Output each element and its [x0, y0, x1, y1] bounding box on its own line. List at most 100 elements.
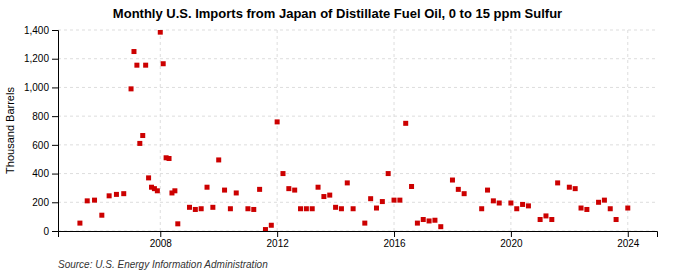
point: [333, 205, 338, 210]
point: [292, 188, 297, 193]
point: [614, 217, 619, 222]
point: [345, 180, 350, 185]
x-axis: 2008 2012 2016 2020 2024: [59, 231, 658, 249]
x-tick: 2024: [617, 231, 640, 249]
grid-line-x: [627, 30, 628, 231]
point: [321, 194, 326, 199]
x-tick-label: 2024: [617, 238, 640, 249]
point: [199, 206, 204, 211]
y-tick-label: 800: [32, 111, 49, 122]
grid-line-x: [160, 30, 161, 231]
y-tick: 200: [32, 197, 58, 208]
point: [462, 191, 467, 196]
point: [508, 201, 513, 206]
point: [526, 203, 531, 208]
point: [450, 178, 455, 183]
x-tick: 2016: [383, 231, 406, 249]
grid-line-y: [58, 173, 657, 174]
point: [432, 218, 437, 223]
point: [228, 206, 233, 211]
point: [625, 206, 630, 211]
y-tick-mark: [52, 87, 58, 88]
point: [392, 198, 397, 203]
point: [386, 171, 391, 176]
point: [158, 30, 163, 35]
grid-line-y: [58, 87, 657, 88]
x-tick-mark: [160, 231, 161, 237]
point: [222, 188, 227, 193]
grid: [58, 30, 657, 231]
x-tick-label: 2008: [150, 238, 173, 249]
point: [114, 192, 119, 197]
point: [269, 223, 274, 228]
point: [304, 206, 309, 211]
source: Source: U.S. Energy Information Administ…: [58, 259, 268, 270]
point: [210, 205, 215, 210]
y-tick-label: 400: [32, 168, 49, 179]
point: [362, 221, 367, 226]
y-tick-label: 600: [32, 140, 49, 151]
point: [143, 63, 148, 68]
y-tick: 800: [32, 111, 58, 122]
point: [573, 186, 578, 191]
point: [374, 206, 379, 211]
point: [193, 207, 198, 212]
x-tick: 2020: [500, 231, 523, 249]
x-tick-label: 2020: [500, 238, 523, 249]
point: [543, 213, 548, 218]
y-axis: 02004006008001,0001,2001,400: [24, 25, 59, 237]
point: [280, 171, 285, 176]
y-tick-label: 1,400: [24, 25, 49, 36]
point: [339, 206, 344, 211]
point: [129, 86, 134, 91]
point: [85, 198, 90, 203]
grid-line-y: [58, 202, 657, 203]
point: [77, 221, 82, 226]
point: [415, 221, 420, 226]
grid-line-y: [58, 30, 657, 31]
point: [520, 202, 525, 207]
point: [216, 157, 221, 162]
point: [146, 175, 151, 180]
y-tick-mark: [52, 30, 58, 31]
x-tick-label: 2016: [383, 238, 406, 249]
point: [380, 199, 385, 204]
y-tick: 400: [32, 168, 58, 179]
x-axis-line: [59, 232, 658, 238]
point: [397, 198, 402, 203]
y-tick-mark: [52, 116, 58, 117]
y-axis-label: Thousand Barrels: [4, 87, 16, 174]
point: [602, 198, 607, 203]
x-tick: 2008: [150, 231, 173, 249]
y-tick: 1,000: [24, 82, 58, 93]
point: [351, 206, 356, 211]
x-tick-mark: [511, 231, 512, 237]
point: [538, 217, 543, 222]
chart: 2008 2012 2016 2020 2024 0 200 400 600 800 1,000 1,…: [0, 0, 675, 275]
point: [137, 141, 142, 146]
point: [245, 206, 250, 211]
point: [316, 185, 321, 190]
y-tick-label: 1,000: [24, 82, 49, 93]
point: [275, 119, 280, 124]
point: [514, 206, 519, 211]
points: [77, 30, 630, 231]
point: [421, 217, 426, 222]
point: [140, 133, 145, 138]
point: [187, 205, 192, 210]
point: [263, 227, 268, 231]
point: [131, 49, 136, 54]
point: [555, 180, 560, 185]
y-tick-label: 0: [43, 226, 49, 237]
y-tick-mark: [52, 174, 58, 175]
x-tick-label: 2012: [267, 238, 290, 249]
y-tick-label: 200: [32, 197, 49, 208]
grid-line-x: [277, 30, 278, 231]
point: [134, 63, 139, 68]
point: [584, 207, 589, 212]
x-tick-mark: [394, 231, 395, 237]
point: [427, 218, 432, 223]
point: [121, 191, 126, 196]
point: [409, 184, 414, 189]
point: [167, 156, 172, 161]
